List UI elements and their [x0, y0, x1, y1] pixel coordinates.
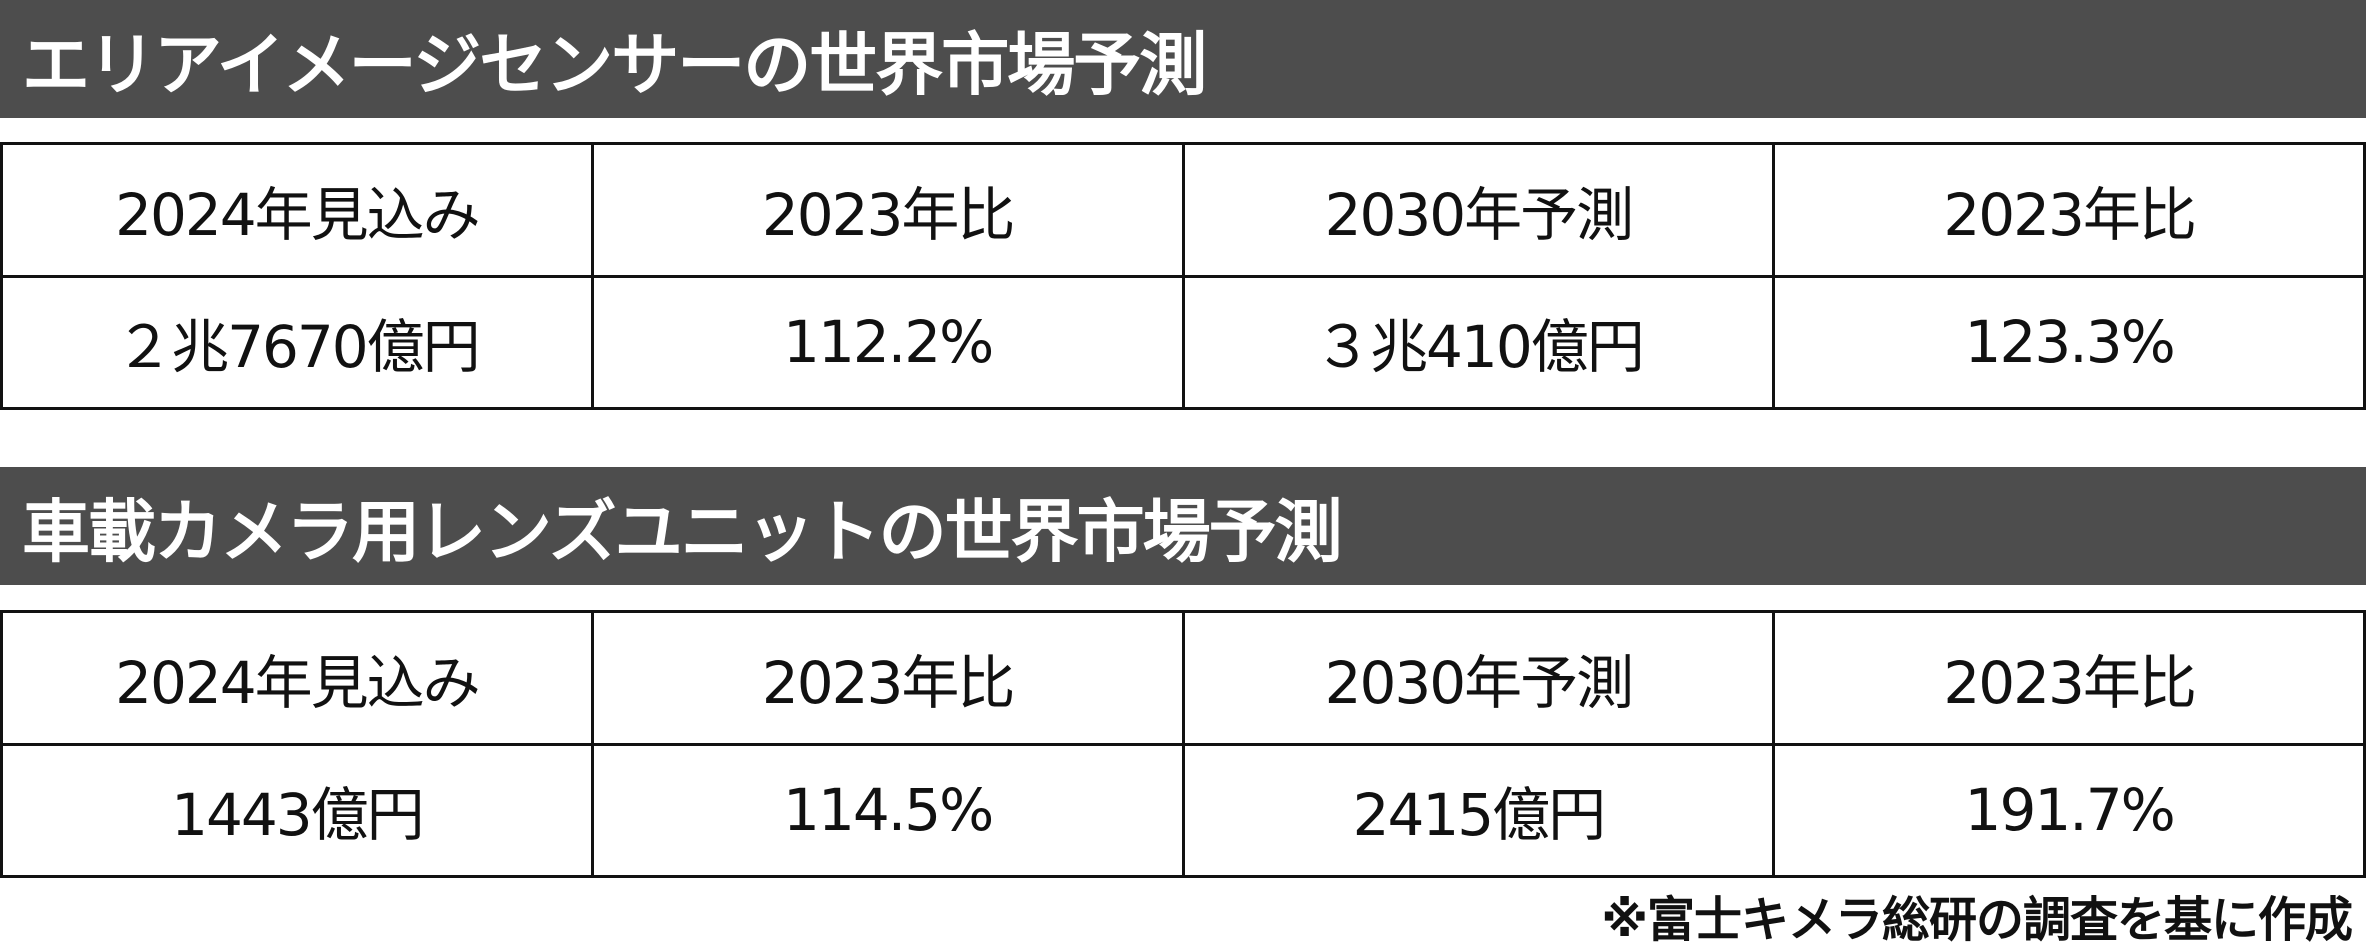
header-cell: 2030年予測 [1181, 610, 1776, 746]
header-cell: 2023年比 [1772, 142, 2366, 278]
cell: 2415億円 [1181, 742, 1776, 878]
data-row: ２兆7670億円 112.2% ３兆410億円 123.3% [0, 274, 2366, 410]
header-cell: 2023年比 [590, 610, 1185, 746]
header-cell: 2023年比 [590, 142, 1185, 278]
footnote: ※富士キメラ総研の調査を基に作成 [1601, 892, 2353, 948]
header-cell: 2024年見込み [0, 142, 594, 278]
section-title: 車載カメラ用レンズユニットの世界市場予測 [22, 493, 1343, 573]
section-title: エリアイメージセンサーの世界市場予測 [22, 26, 1207, 106]
table: 2024年見込み 2023年比 2030年予測 2023年比 1443億円 11… [0, 610, 2366, 878]
header-cell: 2023年比 [1772, 610, 2366, 746]
cell: 112.2% [590, 274, 1185, 410]
cell: ２兆7670億円 [0, 274, 594, 410]
section-title-bar: エリアイメージセンサーの世界市場予測 [0, 0, 2366, 118]
cell: 123.3% [1772, 274, 2366, 410]
header-cell: 2030年予測 [1181, 142, 1776, 278]
header-cell: 2024年見込み [0, 610, 594, 746]
cell: 1443億円 [0, 742, 594, 878]
table: 2024年見込み 2023年比 2030年予測 2023年比 ２兆7670億円 … [0, 142, 2366, 410]
section-title-bar: 車載カメラ用レンズユニットの世界市場予測 [0, 467, 2366, 585]
cell: 114.5% [590, 742, 1185, 878]
data-row: 1443億円 114.5% 2415億円 191.7% [0, 742, 2366, 878]
cell: 191.7% [1772, 742, 2366, 878]
header-row: 2024年見込み 2023年比 2030年予測 2023年比 [0, 610, 2366, 746]
cell: ３兆410億円 [1181, 274, 1776, 410]
header-row: 2024年見込み 2023年比 2030年予測 2023年比 [0, 142, 2366, 278]
